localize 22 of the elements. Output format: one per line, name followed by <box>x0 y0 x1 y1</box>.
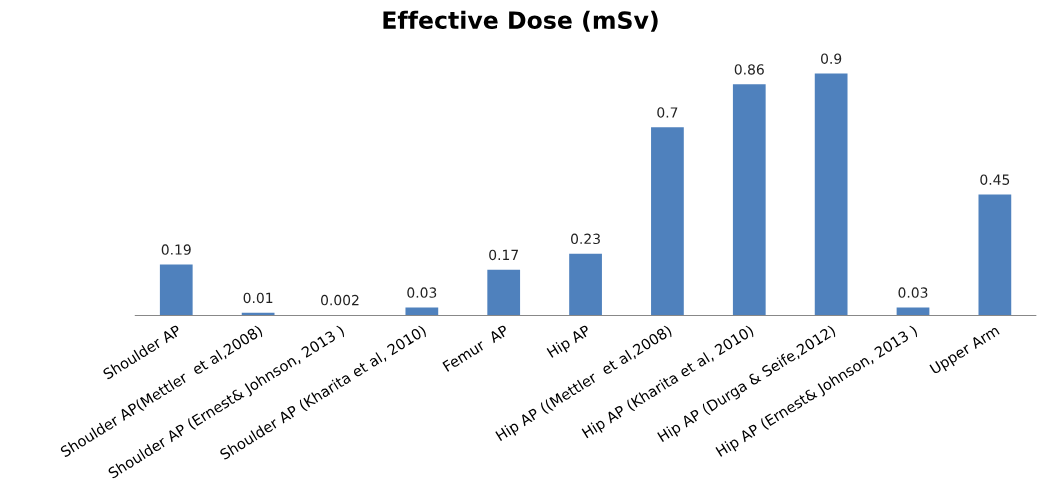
data-label: 0.17 <box>489 249 518 261</box>
data-label: 0.45 <box>980 174 1010 185</box>
bar <box>651 127 684 316</box>
data-label: 0.7 <box>657 107 678 118</box>
bar <box>896 307 930 316</box>
bar <box>405 307 439 316</box>
bar <box>159 264 193 316</box>
bar <box>569 253 602 316</box>
data-label: 0.86 <box>734 64 764 75</box>
bar <box>814 73 848 316</box>
data-label: 0.01 <box>243 292 273 304</box>
data-label: 0.03 <box>407 287 437 298</box>
data-label: 0.19 <box>161 244 191 255</box>
bar <box>732 84 766 316</box>
data-label: 0.03 <box>898 287 928 298</box>
chart-title: Effective Dose (mSv) <box>383 10 658 32</box>
bar <box>487 269 521 316</box>
bar <box>978 194 1012 316</box>
data-label: 0.9 <box>821 53 842 64</box>
data-label: 0.23 <box>571 233 600 245</box>
x-tick-label: Hip AP <box>546 324 593 361</box>
data-label: 0.002 <box>321 294 359 306</box>
